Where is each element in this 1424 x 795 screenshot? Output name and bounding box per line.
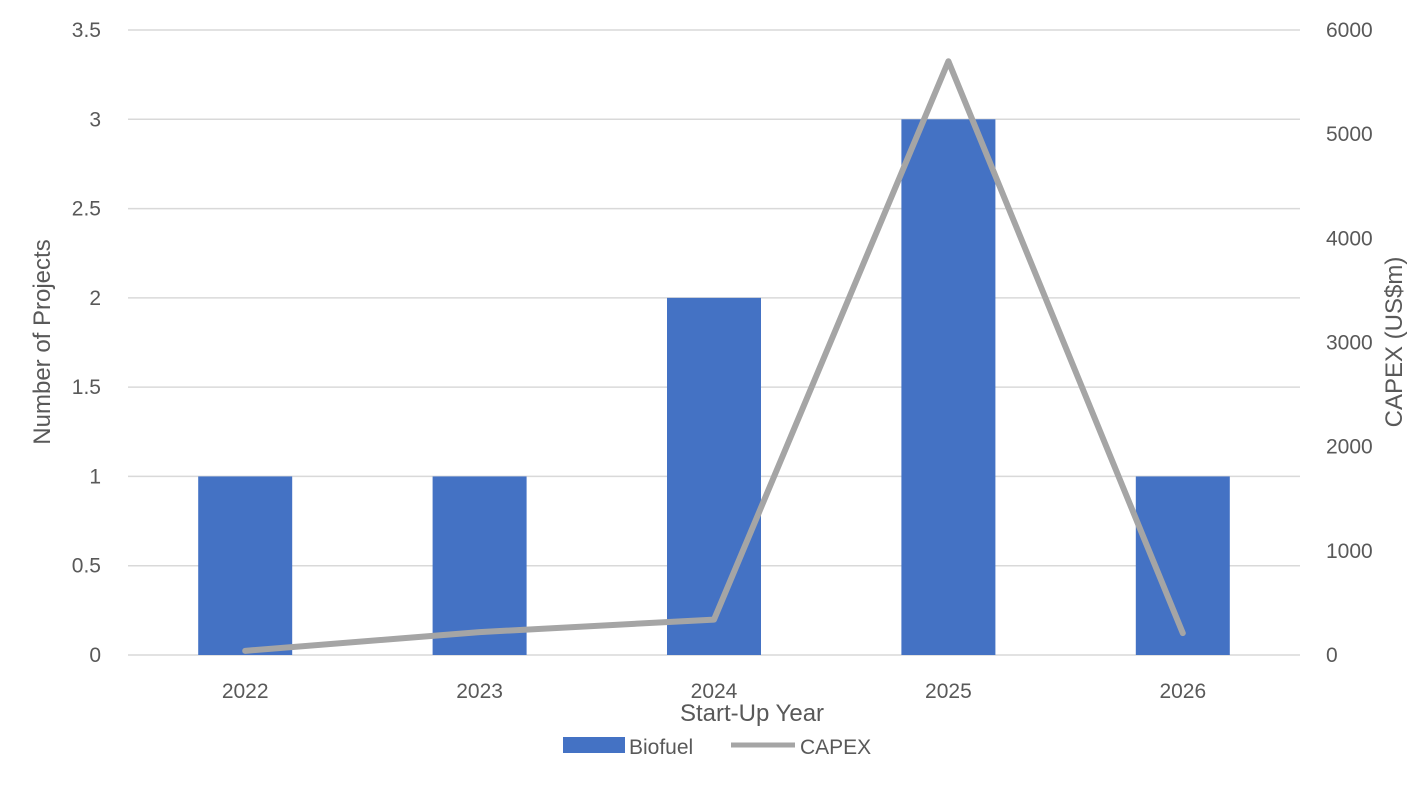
y-axis-title: Number of Projects — [29, 239, 56, 444]
y2-tick-label: 4000 — [1326, 227, 1373, 250]
legend-swatch-biofuel — [563, 737, 625, 753]
bar-biofuel-2024 — [667, 298, 761, 655]
y-tick-label: 3 — [89, 108, 101, 131]
y-tick-label: 2.5 — [72, 198, 101, 221]
y2-tick-label: 2000 — [1326, 436, 1373, 459]
y-tick-label: 2 — [89, 287, 101, 310]
x-axis-title: Start-Up Year — [680, 700, 824, 727]
legend: Biofuel CAPEX — [563, 736, 871, 759]
y2-tick-label: 6000 — [1326, 19, 1373, 42]
y2-tick-label: 3000 — [1326, 332, 1373, 355]
x-tick-label: 2022 — [222, 680, 269, 703]
y2-axis-title: CAPEX (US$m) — [1381, 257, 1408, 428]
left-axis-ticks: 0 0.5 1 1.5 2 2.5 3 3.5 — [72, 19, 101, 667]
x-tick-label: 2025 — [925, 680, 972, 703]
bar-biofuel-2025 — [901, 119, 995, 655]
y-tick-label: 1.5 — [72, 376, 101, 399]
bar-biofuel-2022 — [198, 476, 292, 655]
y2-tick-label: 0 — [1326, 644, 1338, 667]
legend-label-capex: CAPEX — [800, 736, 871, 759]
x-tick-label: 2026 — [1159, 680, 1206, 703]
y-tick-label: 1 — [89, 465, 101, 488]
y2-tick-label: 1000 — [1326, 540, 1373, 563]
x-tick-label: 2023 — [456, 680, 503, 703]
y-tick-label: 3.5 — [72, 19, 101, 42]
y-tick-label: 0.5 — [72, 555, 101, 578]
legend-label-biofuel: Biofuel — [629, 736, 693, 759]
y-tick-label: 0 — [89, 644, 101, 667]
y2-tick-label: 5000 — [1326, 123, 1373, 146]
right-axis-ticks: 0 1000 2000 3000 4000 5000 6000 — [1326, 19, 1373, 667]
